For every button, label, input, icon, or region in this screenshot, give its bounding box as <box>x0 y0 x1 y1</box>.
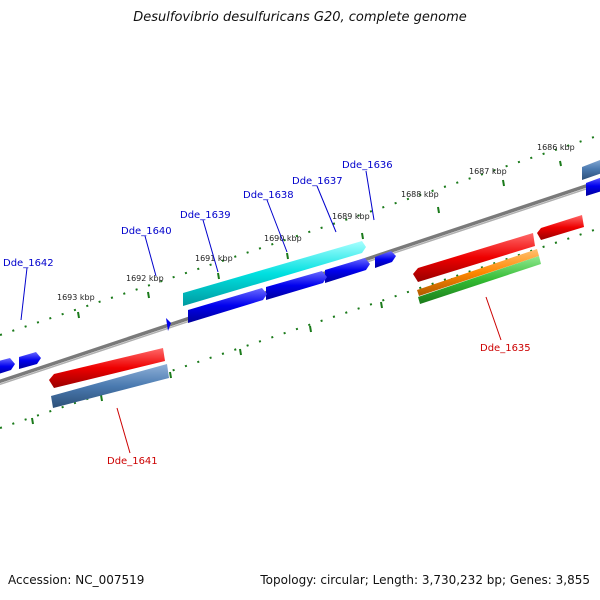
gene-feature-dde-1635-red[interactable] <box>413 233 535 282</box>
gene-feature[interactable] <box>0 358 15 375</box>
gene-feature-dde-1642[interactable] <box>19 352 41 369</box>
major-ticks-top <box>77 160 562 319</box>
gene-feature-dde-1637[interactable] <box>325 258 370 283</box>
top-strand-genes <box>0 158 600 375</box>
gene-label-dde-1635[interactable]: Dde_1635 <box>480 343 531 354</box>
accession-label: Accession: NC_007519 <box>8 573 145 587</box>
tick-label-1692: 1692 kbp <box>126 274 164 283</box>
gene-label-dde-1642[interactable]: Dde_1642 <box>3 258 54 269</box>
gene-feature-red[interactable] <box>537 215 584 240</box>
gene-label-dde-1638[interactable]: Dde_1638 <box>243 190 294 201</box>
tick-label-1690: 1690 kbp <box>264 234 302 243</box>
gene-label-dde-1641[interactable]: Dde_1641 <box>107 456 158 467</box>
tick-label-1693: 1693 kbp <box>57 293 95 302</box>
gene-feature-dde-1638[interactable] <box>266 271 327 300</box>
gene-feature-orange[interactable] <box>417 249 539 296</box>
bottom-strand-genes <box>49 215 584 408</box>
genome-info: Topology: circular; Length: 3,730,232 bp… <box>260 573 590 587</box>
gene-feature-dde-1636[interactable] <box>375 251 396 268</box>
label-leaders-bottom <box>116 296 502 454</box>
gene-label-dde-1637[interactable]: Dde_1637 <box>292 176 343 187</box>
gene-feature[interactable] <box>582 158 600 180</box>
gene-feature-dde-1641-steel[interactable] <box>51 364 169 408</box>
genome-title: Desulfovibrio desulfuricans G20, complet… <box>133 10 467 25</box>
gene-feature[interactable] <box>586 176 600 196</box>
label-leaders-top <box>20 170 375 321</box>
gene-feature-dde-1639[interactable] <box>188 288 267 323</box>
gene-label-dde-1636[interactable]: Dde_1636 <box>342 160 393 171</box>
tick-label-1688: 1688 kbp <box>401 190 439 199</box>
gene-label-dde-1639[interactable]: Dde_1639 <box>180 210 231 221</box>
gene-feature-green[interactable] <box>418 256 541 304</box>
tick-label-1686: 1686 kbp <box>537 143 575 152</box>
tick-label-1687: 1687 kbp <box>469 167 507 176</box>
tick-label-1689: 1689 kbp <box>332 212 370 221</box>
gene-feature-dde-1641-red[interactable] <box>49 348 165 388</box>
top-scale-track <box>0 134 600 336</box>
gene-feature-dde-1640[interactable] <box>166 318 171 331</box>
gene-label-dde-1640[interactable]: Dde_1640 <box>121 226 172 237</box>
gene-feature-cyan[interactable] <box>183 241 366 306</box>
